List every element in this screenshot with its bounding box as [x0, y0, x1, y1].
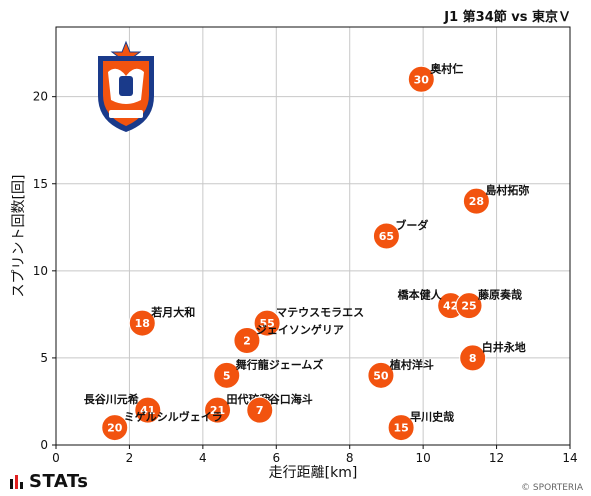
- match-title: J1 第34節 vs 東京Ｖ: [444, 10, 571, 25]
- player-point: 7 谷口海斗: [246, 392, 313, 424]
- player-number: 8: [469, 352, 477, 365]
- player-number: 5: [223, 369, 231, 382]
- y-tick-label: 10: [33, 264, 48, 278]
- player-number: 18: [135, 317, 150, 330]
- player-number: 7: [256, 404, 264, 417]
- player-name: 若月大和: [151, 305, 195, 319]
- player-name: ジェイソンゲリア: [256, 323, 344, 337]
- player-marker: [213, 361, 241, 389]
- player-marker: [128, 309, 156, 337]
- player-marker: [204, 396, 232, 424]
- player-number: 2: [243, 335, 251, 348]
- player-point: 2 ジェイソンゲリア: [233, 323, 344, 354]
- x-axis-label: 走行距離[km]: [269, 464, 358, 481]
- player-name: ブーダ: [395, 218, 428, 232]
- player-number: 20: [107, 422, 123, 435]
- player-name: 島村拓弥: [485, 183, 529, 197]
- player-marker: [246, 396, 274, 424]
- player-name: 藤原奏哉: [478, 288, 522, 302]
- x-tick-label: 0: [52, 451, 60, 465]
- player-number: 42: [443, 300, 458, 313]
- x-tick-label: 10: [416, 451, 431, 465]
- player-name: 奥村仁: [429, 61, 463, 75]
- y-tick-label: 0: [40, 438, 48, 452]
- stats-brand: STATs: [10, 471, 88, 492]
- x-tick-label: 6: [272, 451, 280, 465]
- player-number: 21: [210, 404, 225, 417]
- x-tick-label: 14: [562, 451, 577, 465]
- player-number: 30: [414, 73, 430, 86]
- axis-ticks: 0 2 4 6 8 10 12 14 0 5 10 15 20: [33, 90, 578, 465]
- y-axis-label: スプリント回数[回]: [11, 175, 27, 298]
- player-number: 41: [140, 404, 155, 417]
- player-number: 65: [379, 230, 394, 243]
- player-name: 長谷川元希: [84, 392, 139, 406]
- player-marker: [134, 396, 162, 424]
- x-tick-label: 8: [346, 451, 354, 465]
- player-name: 谷口海斗: [269, 392, 313, 406]
- brand-label: STATs: [29, 471, 89, 492]
- player-marker: [367, 361, 395, 389]
- stats-logo-icon: [10, 475, 23, 489]
- player-name: 白井永地: [482, 340, 526, 354]
- player-number: 15: [393, 422, 408, 435]
- x-tick-label: 2: [126, 451, 134, 465]
- player-point: 5 舞行龍ジェームズ: [213, 357, 324, 389]
- player-marker: [372, 222, 400, 250]
- player-number: 25: [461, 300, 476, 313]
- y-tick-label: 15: [33, 177, 48, 191]
- player-name: ミゲルシルヴェイラ: [124, 410, 223, 424]
- credit: © SPORTERIA: [521, 483, 583, 493]
- player-name: 早川史哉: [410, 410, 454, 424]
- player-marker: [233, 327, 261, 354]
- x-tick-label: 12: [489, 451, 504, 465]
- plot-frame: [55, 26, 571, 446]
- player-marker: [459, 344, 487, 372]
- player-number: 28: [469, 195, 484, 208]
- player-number: 50: [373, 369, 389, 382]
- player-name: 植村洋斗: [389, 357, 434, 371]
- player-number: 55: [259, 317, 274, 330]
- player-marker: [101, 414, 129, 442]
- player-marker: [455, 292, 483, 320]
- player-name: 舞行龍ジェームズ: [236, 357, 324, 371]
- team-crest-logo: [98, 40, 154, 132]
- player-marker: [387, 414, 415, 442]
- player-marker: [253, 309, 281, 337]
- x-tick-label: 4: [199, 451, 207, 465]
- player-point: 8 白井永地: [459, 340, 526, 372]
- y-tick-label: 5: [40, 351, 48, 365]
- data-points: 30奥村仁28島村拓弥65ブーダ42橋本健人25藤原奏哉18若月大和55マテウス…: [84, 61, 529, 442]
- player-name: 橋本健人: [398, 288, 443, 302]
- player-name: マテウスモラエス: [276, 306, 364, 319]
- y-tick-label: 20: [33, 90, 48, 104]
- player-marker: [462, 187, 490, 215]
- player-marker: [407, 65, 435, 93]
